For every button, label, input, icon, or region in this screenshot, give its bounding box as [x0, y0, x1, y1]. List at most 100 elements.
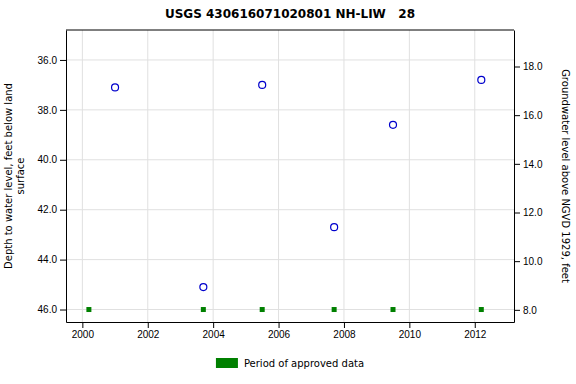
- y2-axis-tick-mark: [514, 115, 520, 116]
- y-axis-tick-mark: [60, 310, 66, 311]
- x-axis-tick-label: 2000: [72, 329, 95, 340]
- y-axis-line: [66, 31, 67, 323]
- y-axis-tick: 46.0: [38, 304, 66, 315]
- y2-axis-tick-label: 14.0: [523, 159, 543, 170]
- y-axis-tick: 42.0: [38, 204, 66, 215]
- y-axis-tick-label: 38.0: [38, 105, 58, 116]
- chart-container: 2000 2002 2004 2006 2008 2010 2012 36.0 38.0 40.0…: [0, 0, 576, 384]
- point: [259, 81, 266, 88]
- grid-line-x: [213, 30, 214, 322]
- y2-axis-tick-mark: [514, 164, 520, 165]
- y2-axis: 8.0 10.0 12.0 14.0 16.0 18.0: [514, 31, 543, 323]
- x-axis-tick-mark: [148, 322, 149, 328]
- square-marker: [201, 307, 206, 312]
- y-axis-tick: 38.0: [38, 105, 66, 116]
- grid-line-x: [82, 30, 83, 322]
- y-axis-tick-mark: [60, 110, 66, 111]
- grid-line-y: [66, 259, 514, 260]
- y-axis-tick-label: 44.0: [38, 254, 58, 265]
- y2-axis-tick: 16.0: [514, 110, 543, 121]
- x-axis-tick-mark: [279, 322, 280, 328]
- y2-axis-tick: 10.0: [514, 256, 543, 267]
- x-axis-tick-mark: [344, 322, 345, 328]
- y2-axis-tick-mark: [514, 261, 520, 262]
- y2-axis-line: [514, 31, 515, 323]
- y2-axis-tick-label: 16.0: [523, 110, 543, 121]
- y-axis-tick: 44.0: [38, 254, 66, 265]
- x-axis-tick: 2000: [72, 322, 95, 340]
- y2-axis-tick-label: 10.0: [523, 256, 543, 267]
- x-axis-tick: 2006: [268, 322, 291, 340]
- chart-svg: 2000 2002 2004 2006 2008 2010 2012 36.0 38.0 40.0…: [0, 0, 576, 384]
- y-axis: 36.0 38.0 40.0 42.0 44.0 46.0: [38, 31, 67, 323]
- y2-axis-tick: 8.0: [514, 305, 537, 316]
- plot-frame-top: [66, 30, 514, 31]
- grid-line-x: [343, 30, 344, 322]
- y-axis-label-line: Depth to water level, feet below land: [3, 83, 14, 269]
- y-axis-tick-label: 46.0: [38, 304, 58, 315]
- y2-axis-tick-mark: [514, 67, 520, 68]
- y-axis-tick-label: 36.0: [38, 55, 58, 66]
- x-axis-tick-label: 2010: [399, 329, 422, 340]
- title: USGS 430616071020801 NH-LIW 28: [165, 7, 415, 21]
- x-axis-tick-mark: [213, 322, 214, 328]
- x-axis: 2000 2002 2004 2006 2008 2010 2012: [67, 322, 515, 340]
- legend: Period of approved data: [216, 358, 364, 369]
- y-axis-tick-mark: [60, 210, 66, 211]
- y-axis-tick-label: 40.0: [38, 154, 58, 165]
- point: [200, 284, 207, 291]
- square-marker: [86, 307, 91, 312]
- square-marker: [260, 307, 265, 312]
- square-marker: [479, 307, 484, 312]
- grid-line-y: [66, 209, 514, 210]
- y2-axis-tick: 12.0: [514, 207, 543, 218]
- y2-axis-label: Groundwater level above NGVD 1929, feet: [560, 69, 571, 283]
- x-axis-tick: 2012: [464, 322, 487, 340]
- y-axis-tick-mark: [60, 260, 66, 261]
- grid-line-y: [66, 109, 514, 110]
- x-axis-tick-mark: [475, 322, 476, 328]
- point: [478, 76, 485, 83]
- x-axis-tick-label: 2012: [464, 329, 487, 340]
- grid-line-x: [409, 30, 410, 322]
- x-axis-line: [67, 322, 515, 323]
- y2-axis-tick-label: 8.0: [523, 305, 537, 316]
- x-axis-tick: 2008: [333, 322, 356, 340]
- series-1: [86, 307, 483, 312]
- x-axis-tick-label: 2004: [203, 329, 226, 340]
- square-marker: [332, 307, 337, 312]
- marks: [86, 76, 484, 312]
- y2-axis-tick-mark: [514, 213, 520, 214]
- grid-line-x: [474, 30, 475, 322]
- y2-axis-tick: 14.0: [514, 159, 543, 170]
- legend-label: Period of approved data: [244, 358, 364, 369]
- y-axis-label-line: surface: [15, 158, 26, 195]
- point: [331, 224, 338, 231]
- grid-line-y: [66, 309, 514, 310]
- grid: [66, 30, 514, 322]
- x-axis-tick-label: 2008: [333, 329, 356, 340]
- grid-line-y: [66, 59, 514, 60]
- y-axis-tick: 40.0: [38, 154, 66, 165]
- x-axis-tick: 2010: [399, 322, 422, 340]
- grid-line-x: [147, 30, 148, 322]
- y2-axis-tick-label: 12.0: [523, 207, 543, 218]
- y-axis-tick: 36.0: [38, 55, 66, 66]
- y-axis-tick-mark: [60, 160, 66, 161]
- legend-item: Period of approved data: [216, 358, 364, 369]
- y2-axis-tick-label: 18.0: [523, 61, 543, 72]
- y-axis-label: Depth to water level, feet below landsur…: [3, 83, 26, 269]
- grid-line-x: [278, 30, 279, 322]
- x-axis-tick-mark: [82, 322, 83, 328]
- point: [112, 84, 119, 91]
- x-axis-tick: 2002: [137, 322, 160, 340]
- x-axis-tick-mark: [409, 322, 410, 328]
- y2-axis-tick-mark: [514, 310, 520, 311]
- y-axis-tick-mark: [60, 60, 66, 61]
- x-axis-tick-label: 2002: [137, 329, 160, 340]
- series-0: [112, 76, 485, 290]
- x-axis-tick: 2004: [203, 322, 226, 340]
- square-marker: [391, 307, 396, 312]
- point: [390, 121, 397, 128]
- plot-area: 2000 2002 2004 2006 2008 2010 2012 36.0 38.0 40.0…: [38, 30, 543, 340]
